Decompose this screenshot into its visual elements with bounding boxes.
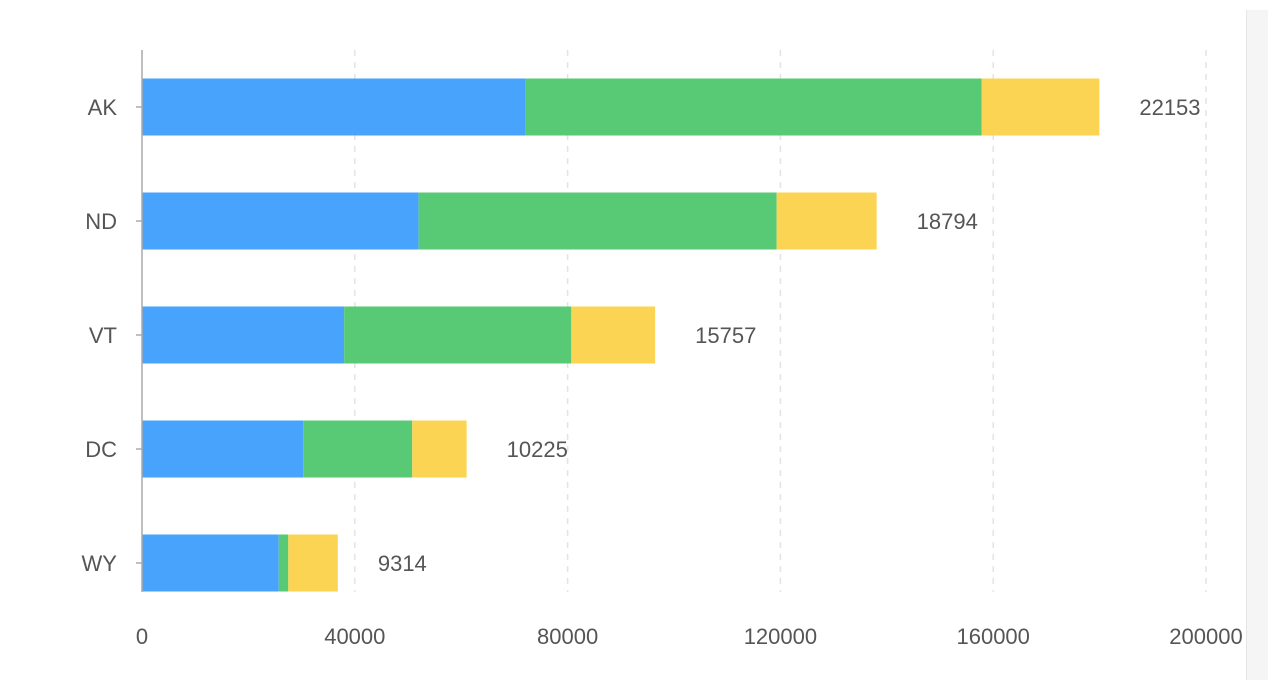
data-label: 15757 [695, 323, 756, 348]
bar-AK-segment-3[interactable] [981, 78, 1100, 136]
bar-DC-segment-3[interactable] [412, 420, 467, 478]
bar-VT-segment-3[interactable] [571, 306, 656, 364]
x-tick-label: 120000 [744, 624, 817, 649]
bar-AK-segment-2[interactable] [525, 78, 982, 136]
data-label: 10225 [507, 437, 568, 462]
bar-ND-segment-2[interactable] [418, 192, 777, 250]
bar-ND-segment-3[interactable] [776, 192, 877, 250]
x-tick-label: 0 [136, 624, 148, 649]
x-tick-label: 160000 [956, 624, 1029, 649]
vertical-scrollbar[interactable] [1246, 10, 1268, 680]
y-tick-label: VT [89, 323, 117, 348]
bar-VT-segment-2[interactable] [344, 306, 572, 364]
data-label: 9314 [378, 551, 427, 576]
bar-WY-segment-2[interactable] [278, 534, 289, 592]
x-tick-label: 40000 [324, 624, 385, 649]
bar-WY-segment-3[interactable] [288, 534, 338, 592]
data-label: 18794 [917, 209, 978, 234]
bar-WY-segment-1[interactable] [142, 534, 279, 592]
x-tick-label: 200000 [1169, 624, 1242, 649]
data-label: 22153 [1139, 95, 1200, 120]
bar-VT-segment-1[interactable] [142, 306, 345, 364]
y-tick-label: WY [82, 551, 118, 576]
bar-AK-segment-1[interactable] [142, 78, 526, 136]
y-tick-label: AK [88, 95, 118, 120]
bar-DC-segment-1[interactable] [142, 420, 304, 478]
bar-ND-segment-1[interactable] [142, 192, 419, 250]
y-tick-label: ND [85, 209, 117, 234]
bars [142, 78, 1100, 592]
bar-DC-segment-2[interactable] [303, 420, 413, 478]
y-tick-label: DC [85, 437, 117, 462]
data-labels: 22153 18794 15757 10225 9314 [378, 95, 1201, 576]
x-tick-label: 80000 [537, 624, 598, 649]
axes: 0 40000 80000 120000 160000 200000 AK ND VT DC WY [82, 50, 1243, 649]
